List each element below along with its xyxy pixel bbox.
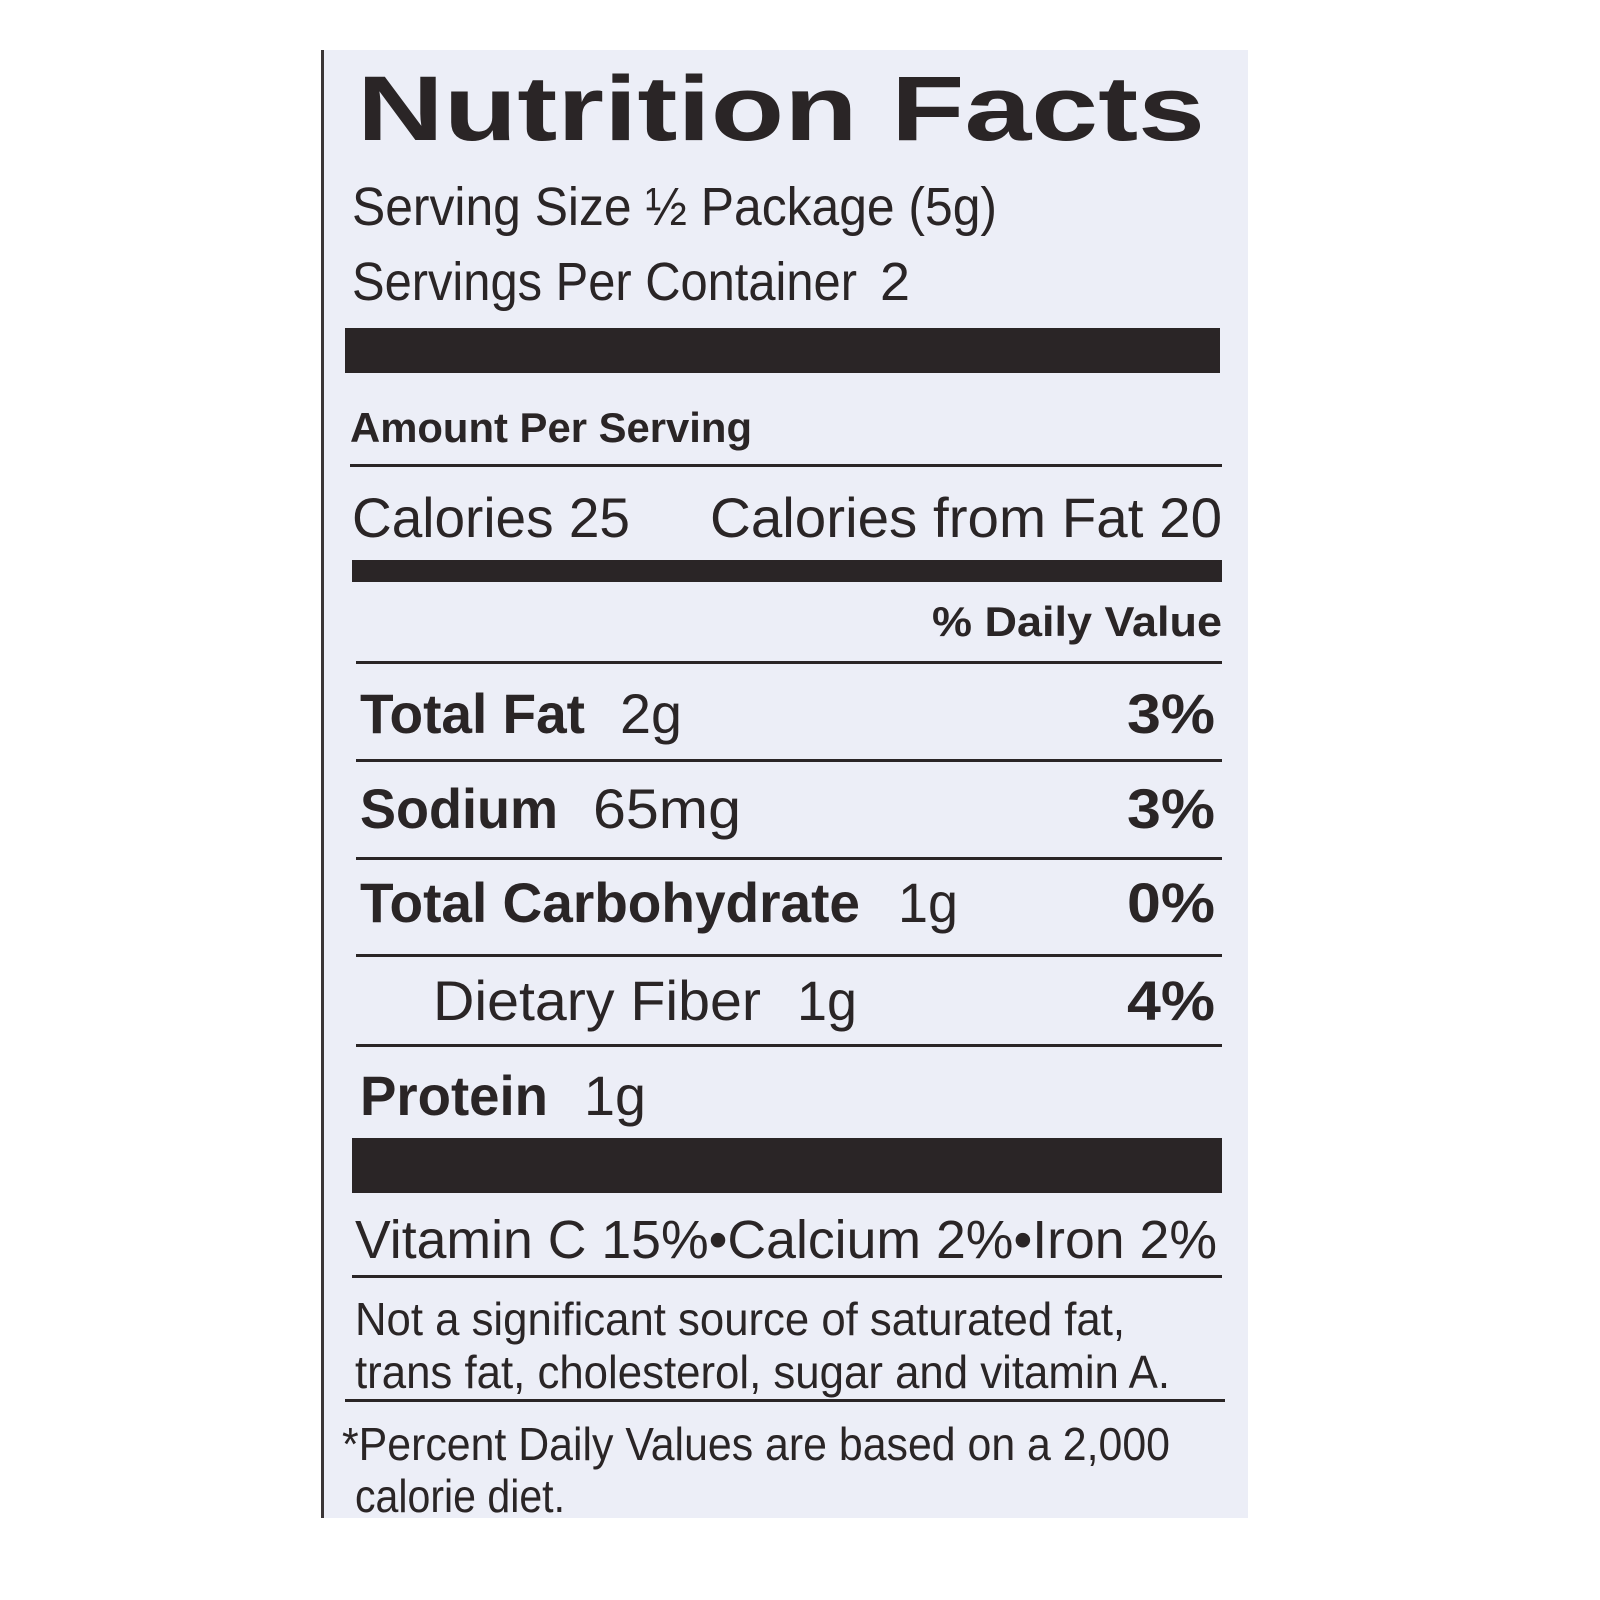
nutrient-amount: 1g bbox=[797, 969, 857, 1032]
nutrient-name: Sodium bbox=[360, 777, 558, 840]
medium-rule bbox=[352, 560, 1222, 582]
note-line: trans fat, cholesterol, sugar and vitami… bbox=[355, 1346, 1170, 1398]
thick-rule bbox=[352, 1138, 1222, 1193]
rule bbox=[356, 1044, 1222, 1047]
label-panel bbox=[322, 50, 1248, 1518]
rule bbox=[356, 954, 1222, 957]
nutrient-name: Total Fat bbox=[360, 682, 585, 745]
thick-rule bbox=[345, 328, 1220, 373]
rule bbox=[352, 1275, 1222, 1278]
nutrient-dv: 0% bbox=[1127, 871, 1215, 934]
nutrient-amount: 1g bbox=[898, 871, 958, 934]
nutrient-name: Dietary Fiber bbox=[433, 969, 761, 1032]
calories-from-fat: Calories from Fat 20 bbox=[710, 486, 1222, 549]
nutrient-name: Total Carbohydrate bbox=[360, 871, 860, 934]
daily-value-header: % Daily Value bbox=[932, 598, 1222, 645]
nutrient-amount: 2g bbox=[620, 682, 682, 745]
rule bbox=[345, 1399, 1225, 1402]
servings-label: Servings Per Container bbox=[352, 252, 857, 312]
rule bbox=[356, 759, 1222, 762]
rule bbox=[350, 464, 1222, 467]
nutrient-name: Protein bbox=[360, 1064, 548, 1127]
note-line: Not a significant source of saturated fa… bbox=[355, 1293, 1125, 1345]
title: Nutrition Facts bbox=[357, 58, 1205, 160]
nutrient-dv: 4% bbox=[1127, 969, 1215, 1032]
rule bbox=[356, 857, 1222, 860]
nutrient-amount: 65mg bbox=[593, 777, 741, 840]
nutrient-dv: 3% bbox=[1127, 777, 1215, 840]
amount-per-serving: Amount Per Serving bbox=[350, 404, 752, 451]
calories: Calories 25 bbox=[352, 486, 630, 549]
rule bbox=[356, 661, 1222, 664]
panel-edge bbox=[321, 50, 324, 1518]
nutrient-dv: 3% bbox=[1127, 682, 1215, 745]
servings-value: 2 bbox=[880, 252, 910, 312]
vitamins: Vitamin C 15%•Calcium 2%•Iron 2% bbox=[355, 1210, 1217, 1270]
footnote-line: calorie diet. bbox=[355, 1470, 565, 1522]
footnote-line: *Percent Daily Values are based on a 2,0… bbox=[342, 1418, 1170, 1470]
serving-size: Serving Size ½ Package (5g) bbox=[352, 177, 997, 237]
nutrient-amount: 1g bbox=[584, 1064, 646, 1127]
